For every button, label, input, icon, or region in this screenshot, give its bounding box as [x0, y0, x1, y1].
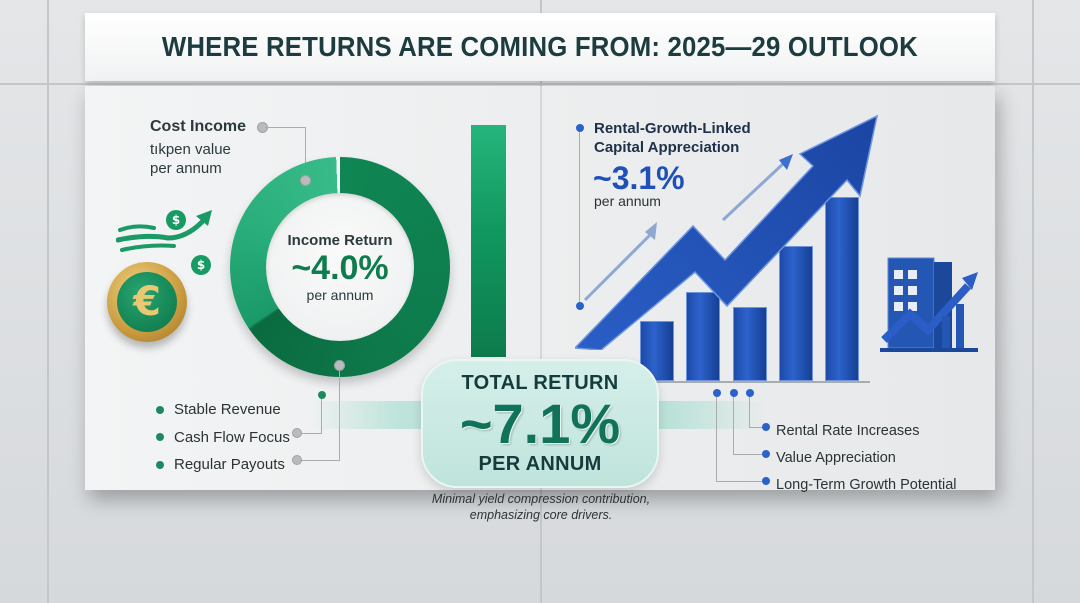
connector-dot [293, 456, 301, 464]
connector-dot [301, 176, 310, 185]
growth-bar [640, 321, 674, 381]
income-bullet: Regular Payouts [156, 451, 290, 479]
connector-dot [576, 124, 584, 132]
connector-dot [318, 391, 326, 399]
total-return-sub: PER ANNUM [478, 452, 602, 475]
connector-line [749, 427, 763, 428]
connector-dot [576, 302, 584, 310]
money-flow-icon [115, 208, 216, 268]
bullet-label: Stable Revenue [174, 401, 281, 419]
connector-line [749, 397, 750, 427]
connector-dot [713, 389, 721, 397]
bullet-dot [762, 477, 770, 485]
connector-line [716, 481, 763, 482]
cost-income-sub-line2: per annum [150, 160, 222, 177]
income-bullet: Cash Flow Focus [156, 424, 290, 452]
income-return-label: Income Return [287, 231, 393, 249]
connector-line [733, 397, 734, 454]
growth-bullet: Rental Rate Increases [776, 422, 920, 439]
growth-bar [779, 246, 813, 381]
connector-line [579, 132, 580, 304]
wall-tile-line [47, 0, 49, 603]
bullet-dot [156, 405, 164, 414]
growth-bar [686, 292, 720, 381]
connector-dot [335, 361, 344, 370]
dollar-coin-icon: $ [191, 255, 211, 275]
growth-bullets: Rental Rate Increases Value Appreciation… [776, 417, 957, 498]
bullet-dot [156, 460, 164, 469]
income-bullets: Stable Revenue Cash Flow Focus Regular P… [156, 396, 290, 479]
income-donut-chart: Income Return ~4.0% per annum [230, 157, 450, 377]
dollar-coin-icon: $ [166, 210, 186, 230]
connector-dot [730, 389, 738, 397]
page-title: WHERE RETURNS ARE COMING FROM: 2025—29 O… [161, 31, 919, 62]
trend-arrow-icon [573, 110, 880, 351]
connector-line [305, 127, 306, 177]
bullet-label: Cash Flow Focus [174, 428, 290, 446]
cost-income-subtitle: tıkpen value per annum [150, 140, 231, 178]
euro-symbol: € [117, 272, 177, 332]
capital-appreciation-sub: per annum [594, 193, 661, 209]
growth-bar [733, 307, 767, 381]
connector-line [716, 397, 717, 481]
total-return-label: TOTAL RETURN [461, 371, 619, 394]
euro-coin-icon: € [107, 262, 187, 342]
connector-line [265, 127, 305, 128]
panel-divider [540, 86, 542, 490]
donut-center: Income Return ~4.0% per annum [266, 193, 414, 341]
chart-baseline [630, 381, 870, 383]
connector-dot [258, 123, 267, 132]
building-growth-icon [880, 240, 980, 358]
connector-dot [746, 389, 754, 397]
capital-appreciation-title: Rental-Growth-Linked Capital Appreciatio… [594, 119, 751, 157]
capital-appreciation-value: ~3.1% [593, 160, 685, 196]
income-return-sub: per annum [306, 286, 374, 303]
growth-bullet: Long-Term Growth Potential [776, 476, 957, 493]
bullet-label: Regular Payouts [174, 456, 285, 474]
cost-income-title: Cost Income [150, 118, 247, 135]
cost-income-sub-line1: tıkpen value [150, 141, 231, 158]
total-return-badge: TOTAL RETURN ~7.1% PER ANNUM [421, 359, 659, 488]
growth-title-line1: Rental-Growth-Linked [594, 120, 751, 137]
growth-bullet: Value Appreciation [776, 449, 896, 466]
wall-tile-line [1032, 0, 1034, 603]
income-return-value: ~4.0% [291, 248, 389, 287]
footnote-line2: emphasizing core drivers. [469, 508, 613, 522]
bullet-dot [156, 433, 164, 442]
income-bullet: Stable Revenue [156, 396, 290, 424]
growth-bar [825, 197, 859, 381]
connector-line [733, 454, 763, 455]
income-pillar-bar [471, 125, 506, 357]
wall-tile-line [0, 83, 1080, 85]
total-return-value: ~7.1% [459, 391, 621, 455]
connector-line [300, 433, 322, 434]
footnote: Minimal yield compression contribution, … [405, 491, 677, 523]
growth-title-line2: Capital Appreciation [594, 139, 740, 156]
title-banner: WHERE RETURNS ARE COMING FROM: 2025—29 O… [85, 13, 995, 81]
bullet-dot [762, 423, 770, 431]
footnote-line1: Minimal yield compression contribution, [431, 492, 651, 506]
connector-line [300, 460, 340, 461]
bullet-dot [762, 450, 770, 458]
connector-dot [293, 429, 301, 437]
